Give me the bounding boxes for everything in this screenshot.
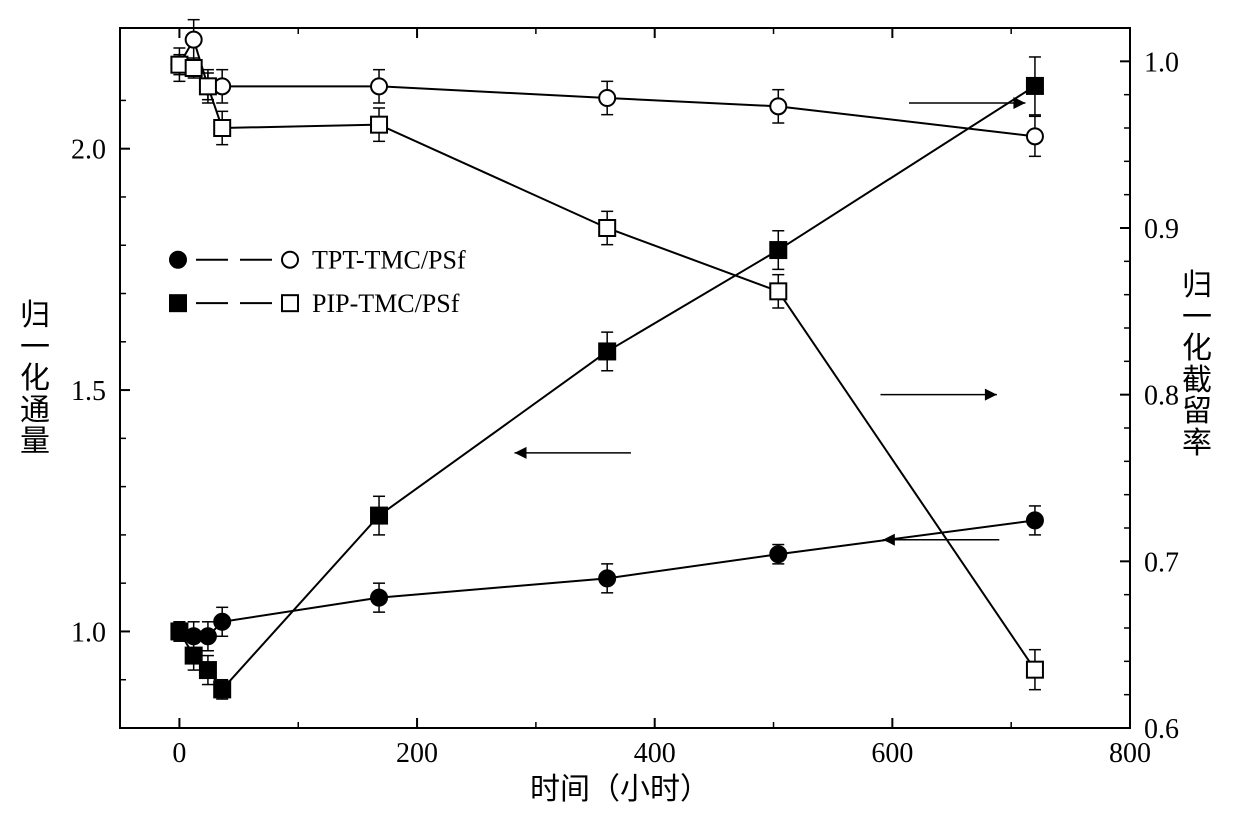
tpt-rejection-point <box>770 98 786 114</box>
pip-rejection-point <box>770 283 786 299</box>
tpt-rejection-point <box>371 78 387 94</box>
pip-rejection-point <box>200 78 216 94</box>
dual-axis-chart: 02004006008001.01.52.00.60.70.80.91.0TPT… <box>0 0 1240 822</box>
tpt-rejection-point <box>1027 128 1043 144</box>
plot-frame <box>120 28 1130 728</box>
pip-flux-point <box>200 662 216 678</box>
pip-flux-point <box>214 681 230 697</box>
tpt-rejection-point <box>599 90 615 106</box>
yR-tick-label: 0.6 <box>1144 714 1179 745</box>
yR-tick-label: 0.7 <box>1144 547 1179 578</box>
yR-tick-label: 1.0 <box>1144 47 1179 78</box>
yL-tick-label: 2.0 <box>71 135 106 166</box>
pip-flux-point <box>1027 78 1043 94</box>
tpt-flux-point <box>770 546 786 562</box>
tpt-rejection-point <box>186 32 202 48</box>
pip-flux-point <box>171 623 187 639</box>
yR-tick-label: 0.9 <box>1144 214 1179 245</box>
x-axis-title: 时间（小时） <box>0 764 1240 808</box>
pip-rejection-point <box>599 220 615 236</box>
yL-tick-label: 1.5 <box>71 376 106 407</box>
y-left-axis-title: 归一化通量 <box>20 300 50 458</box>
tpt-flux-point <box>371 590 387 606</box>
tpt-flux-point <box>599 570 615 586</box>
tpt-flux-point <box>214 614 230 630</box>
yR-tick-label: 0.8 <box>1144 381 1179 412</box>
tpt-flux-point <box>1027 512 1043 528</box>
pip-rejection-point <box>186 60 202 76</box>
pip-rejection-point <box>1027 662 1043 678</box>
legend-pip: PIP-TMC/PSf <box>312 289 460 318</box>
pip-flux-point <box>770 242 786 258</box>
y-right-axis-title: 归一化截留率 <box>1182 270 1212 459</box>
pip-rejection-point <box>371 117 387 133</box>
pip-rejection-point <box>214 120 230 136</box>
pip-flux-line <box>179 86 1035 689</box>
tpt-flux-point <box>200 628 216 644</box>
pip-flux-point <box>599 343 615 359</box>
yL-tick-label: 1.0 <box>71 617 106 648</box>
legend-tpt: TPT-TMC/PSf <box>312 246 466 275</box>
pip-flux-point <box>371 508 387 524</box>
